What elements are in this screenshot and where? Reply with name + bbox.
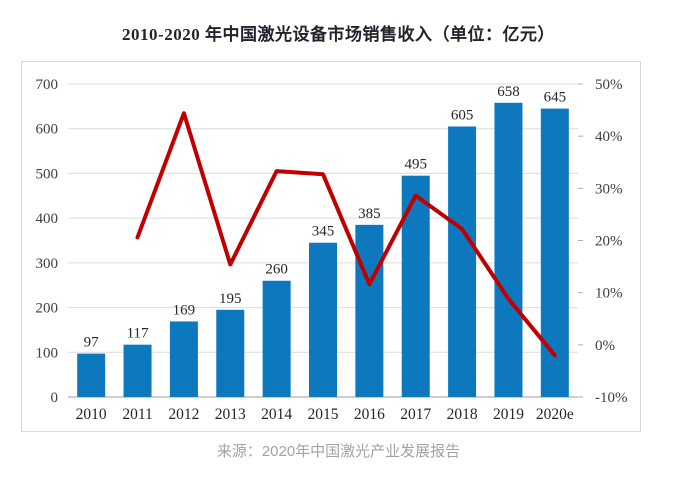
- x-axis-label: 2019: [493, 406, 524, 423]
- bar-value-label: 385: [358, 206, 381, 222]
- x-axis-label: 2015: [308, 406, 339, 423]
- x-axis-label: 2017: [400, 406, 431, 423]
- right-axis-tick-label: 10%: [595, 286, 623, 302]
- bar-2019: [494, 102, 523, 397]
- left-axis-tick-label: 500: [36, 166, 59, 182]
- bar-2017: [401, 175, 430, 397]
- bar-value-label: 260: [265, 262, 288, 278]
- left-axis-tick-label: 600: [36, 122, 59, 138]
- right-axis-tick-label: 30%: [595, 181, 623, 197]
- right-axis-tick-label: 50%: [595, 77, 623, 93]
- growth-rate-line: [135, 111, 557, 358]
- left-axis-tick-label: 100: [36, 345, 59, 361]
- bar-2012: [169, 321, 198, 397]
- bar-2014: [262, 280, 291, 397]
- bar-2016: [355, 224, 384, 397]
- bar-value-label: 658: [497, 84, 520, 100]
- bar-value-label: 605: [451, 107, 474, 123]
- left-axis-tick-label: 400: [36, 211, 59, 227]
- bar-value-label: 345: [312, 224, 335, 240]
- bar-2020e: [540, 108, 569, 397]
- x-axis-label: 2010: [76, 406, 107, 423]
- bar-value-label: 169: [173, 302, 196, 318]
- x-axis-label: 2014: [261, 406, 292, 423]
- left-axis-tick-label: 300: [36, 256, 59, 272]
- bar-value-label: 645: [544, 90, 567, 106]
- chart-plot-box: 0 100 200 300 400 500 600 700 -10% 0% 10% 20% 30% 40%…: [21, 61, 641, 432]
- source-caption: 来源：2020年中国激光产业发展报告: [216, 443, 461, 460]
- x-axis-label: 2012: [168, 406, 199, 423]
- bar-value-label: 117: [127, 326, 149, 342]
- right-axis-tick-label: 40%: [595, 129, 623, 145]
- bar-2015: [309, 242, 337, 397]
- bar-2018: [448, 126, 477, 397]
- left-axis-tick-label: 700: [36, 77, 59, 93]
- x-axis-label: 2011: [122, 406, 152, 423]
- bar-2010: [77, 353, 106, 397]
- chart-canvas: 0 100 200 300 400 500 600 700 -10% 0% 10% 20% 30% 40%…: [36, 77, 628, 423]
- x-axis-label: 2016: [354, 406, 385, 423]
- bar-2011: [123, 344, 152, 397]
- left-axis-tick-label: 0: [51, 390, 59, 406]
- x-axis-label: 2013: [215, 406, 246, 423]
- bar-2013: [216, 309, 245, 397]
- chart-title: 2010-2020 年中国激光设备市场销售收入（单位：亿元）: [122, 25, 555, 44]
- right-axis-tick-label: 20%: [595, 234, 623, 250]
- x-axis-label: 2020e: [536, 406, 574, 423]
- x-axis-label: 2018: [447, 406, 478, 423]
- bar-value-label: 495: [404, 157, 427, 173]
- bar-value-label: 195: [219, 291, 242, 307]
- bar-value-label: 97: [84, 335, 100, 351]
- right-axis-tick-label: 0%: [595, 338, 615, 354]
- left-axis-tick-label: 200: [36, 301, 59, 317]
- right-axis-tick-label: -10%: [595, 390, 628, 406]
